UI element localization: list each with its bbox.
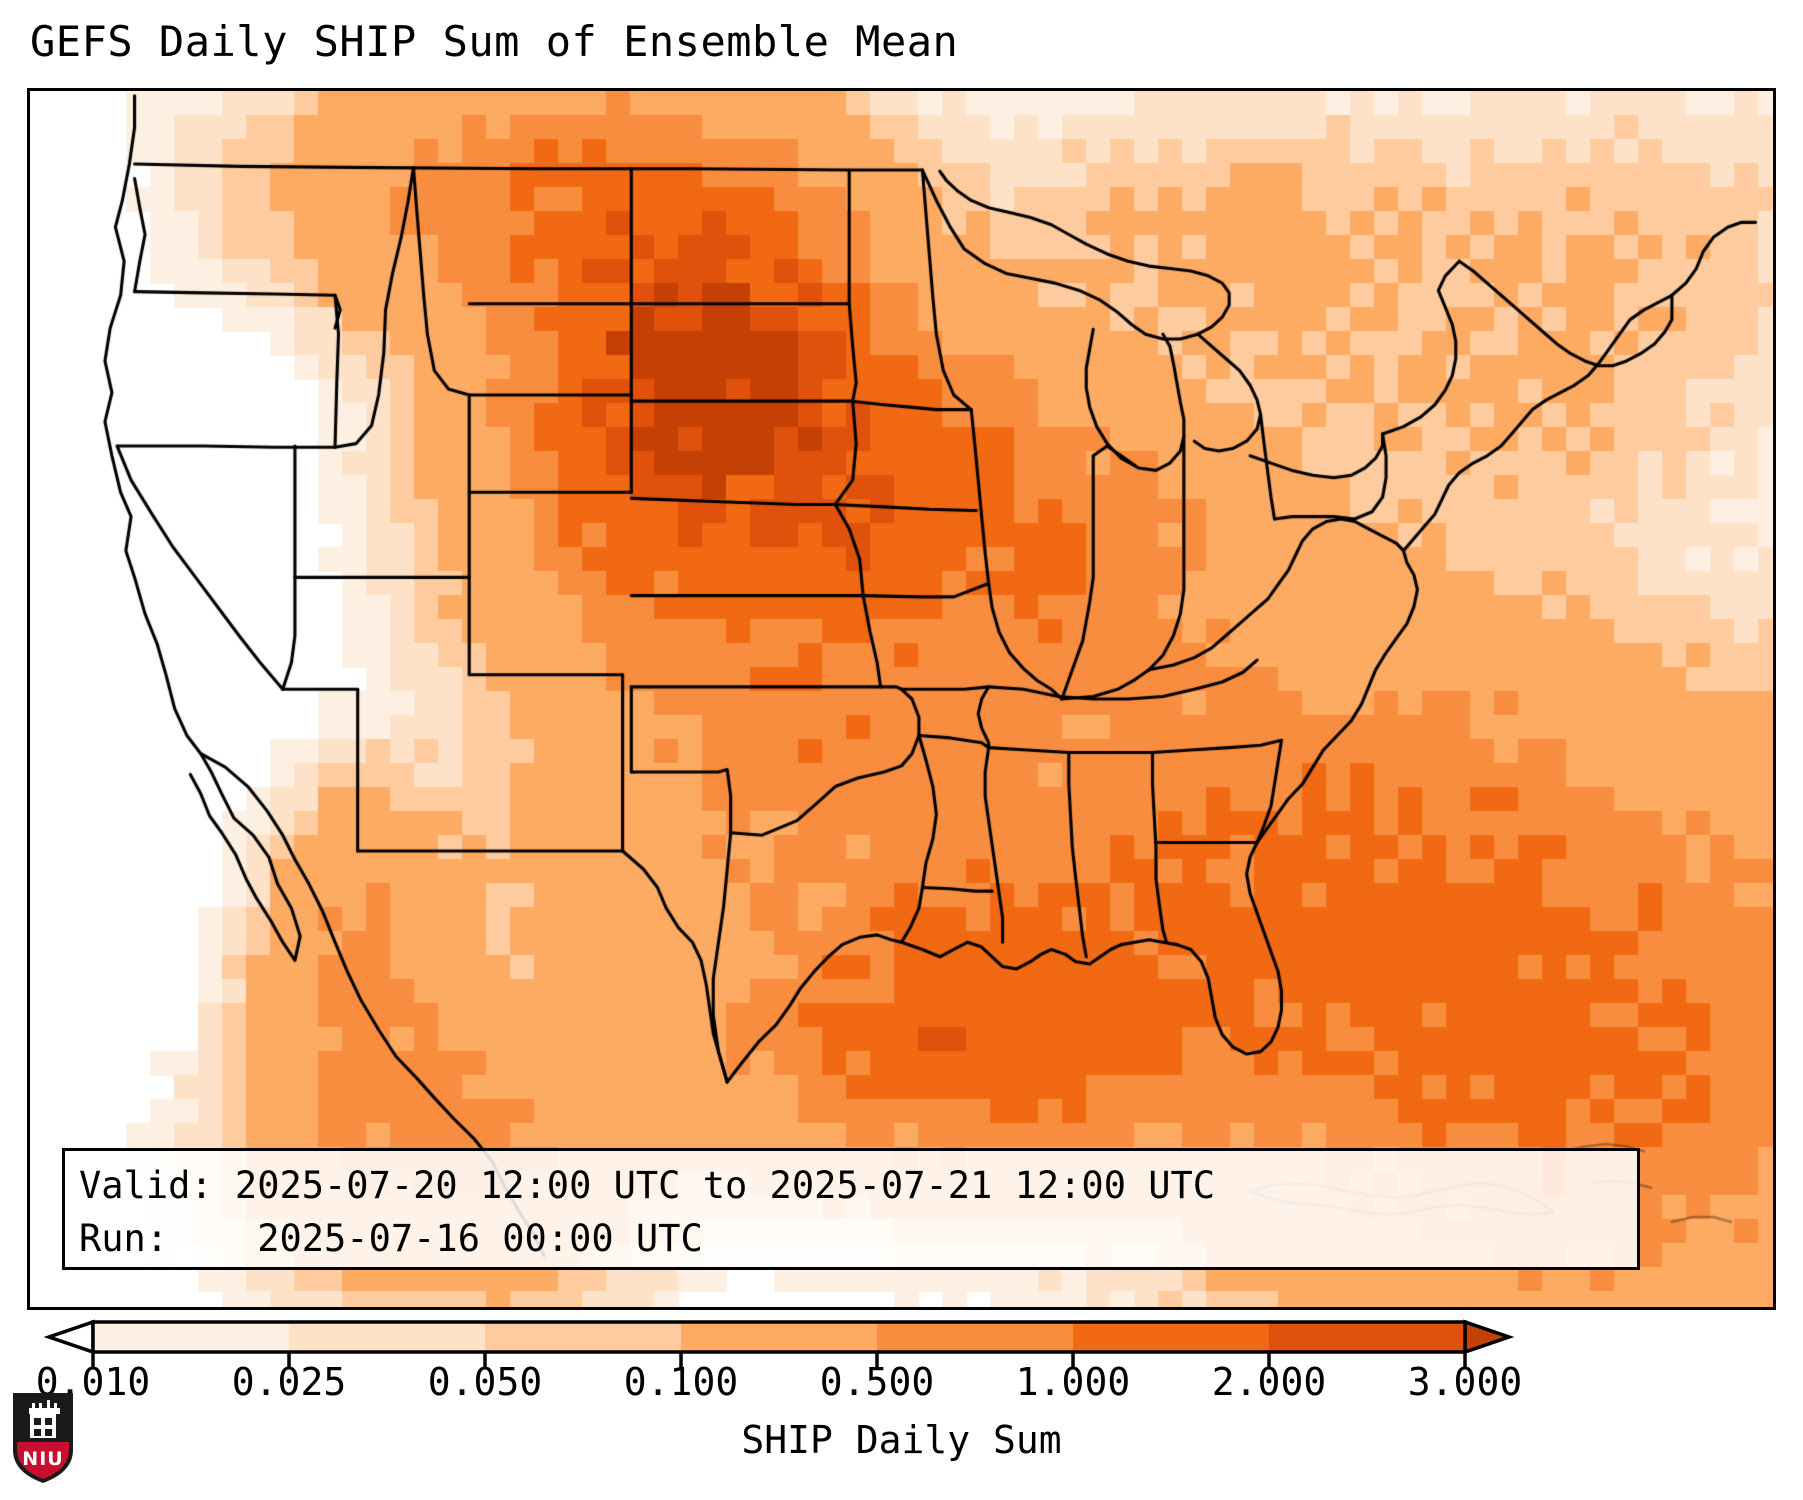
- niu-shield-icon: NIU: [13, 1393, 73, 1483]
- colorbar-tick-label: 0.025: [231, 1360, 347, 1404]
- forecast-info-box: Valid: 2025-07-20 12:00 UTC to 2025-07-2…: [62, 1148, 1640, 1270]
- ship-daily-sum-heatmap: [30, 91, 1773, 1307]
- colorbar-tick-label: 0.500: [819, 1360, 935, 1404]
- valid-time-text: Valid: 2025-07-20 12:00 UTC to 2025-07-2…: [79, 1164, 1216, 1207]
- run-time-text: Run: 2025-07-16 00:00 UTC: [79, 1217, 703, 1260]
- svg-text:NIU: NIU: [22, 1448, 63, 1470]
- colorbar-svg: [43, 1319, 1515, 1368]
- colorbar: 0.010 0.025 0.050 0.100 0.500 1.000 2.000 3.000: [27, 1316, 1776, 1436]
- colorbar-tick-label: 1.000: [1015, 1360, 1131, 1404]
- page-title: GEFS Daily SHIP Sum of Ensemble Mean: [30, 17, 959, 66]
- colorbar-tick-label: 2.000: [1211, 1360, 1327, 1404]
- colorbar-axis-label: SHIP Daily Sum: [741, 1418, 1062, 1462]
- colorbar-tick-label: 0.100: [623, 1360, 739, 1404]
- niu-logo: NIU: [10, 1390, 76, 1486]
- colorbar-tick-label: 0.050: [427, 1360, 543, 1404]
- map-plot-frame: [27, 88, 1776, 1310]
- colorbar-tick-label: 3.000: [1407, 1360, 1523, 1404]
